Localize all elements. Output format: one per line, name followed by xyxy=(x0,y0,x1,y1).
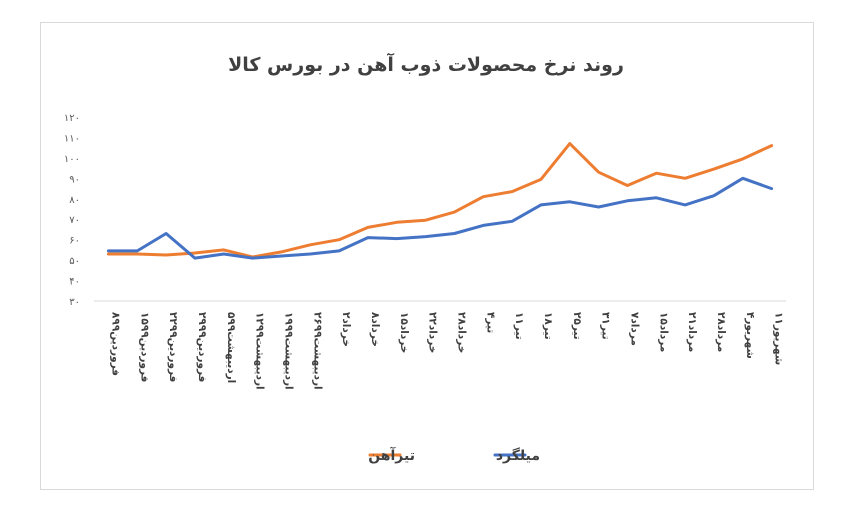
legend: تیرآهن میلگرد xyxy=(368,446,540,464)
series-line-1 xyxy=(106,176,774,260)
x-tick-label: ۷مرداد xyxy=(628,312,640,346)
chart-title: روند نرخ محصولات ذوب آهن در بورس کالا xyxy=(228,52,624,76)
x-tick-label: ۱۸تیر xyxy=(542,312,554,340)
x-tick-label: ۱۱تیر xyxy=(513,312,525,340)
x-tick-label: ۲۱مرداد xyxy=(686,312,698,352)
x-tick-label: ۲۲فروردین۹۹ xyxy=(167,312,179,383)
x-tick-label: ۱۵مرداد xyxy=(657,312,669,352)
y-tick-label: ۸۰ xyxy=(69,195,80,206)
x-axis: ۸فروردین۹۹ ۱۵فروردین۹۹ ۲۲فروردین۹۹ ۲۹فروردی… xyxy=(109,312,784,390)
y-tick-label: ۱۲۰ xyxy=(64,113,80,124)
x-tick-label: ۳۱تیر xyxy=(600,312,612,340)
y-tick-label: ۱۱۰ xyxy=(64,133,80,144)
x-tick-label: ۱۵فروردین۹۹ xyxy=(138,312,150,383)
y-axis: ۳۰ ۴۰ ۵۰ ۶۰ ۷۰ ۸۰ ۹۰ ۱۰۰ ۱۱۰ ۱۲۰ xyxy=(64,113,80,308)
series-lines xyxy=(106,142,774,260)
x-tick-label: ۲۶اردیبهشت۹۹ xyxy=(311,312,323,390)
x-tick-label: ۲۸خرداد xyxy=(455,312,467,353)
legend-label-0: تیرآهن xyxy=(368,446,415,464)
x-tick-label: ۲۲خرداد xyxy=(427,312,439,353)
x-tick-label: ۴شهریور xyxy=(744,312,756,359)
x-tick-label: ۱۹اردیبهشت۹۹ xyxy=(282,312,294,390)
x-tick-label: ۲۵تیر xyxy=(571,312,583,340)
x-tick-label: ۵اردیبهشت۹۹ xyxy=(225,312,237,383)
y-tick-label: ۴۰ xyxy=(69,277,80,288)
y-tick-label: ۷۰ xyxy=(69,215,80,226)
y-tick-label: ۵۰ xyxy=(69,256,80,267)
y-tick-label: ۶۰ xyxy=(69,236,80,247)
x-tick-label: ۸فروردین۹۹ xyxy=(109,312,121,376)
x-tick-label: ۴تیر xyxy=(484,312,496,333)
x-tick-label: ۸خرداد xyxy=(369,312,381,347)
y-tick-label: ۳۰ xyxy=(69,297,80,308)
legend-label-1: میلگرد xyxy=(496,447,540,464)
x-tick-label: ۱۱شهریور xyxy=(773,312,785,365)
y-tick-label: ۱۰۰ xyxy=(64,154,80,165)
x-tick-label: ۲۸مرداد xyxy=(715,312,727,352)
x-tick-label: ۱۵خرداد xyxy=(398,312,410,353)
series-line-0 xyxy=(106,142,774,259)
x-tick-label: ۲خرداد xyxy=(340,312,352,347)
y-tick-label: ۹۰ xyxy=(69,174,80,185)
x-tick-label: ۲۹فروردین۹۹ xyxy=(196,312,208,383)
x-tick-label: ۱۲اردیبهشت۹۹ xyxy=(254,312,266,390)
